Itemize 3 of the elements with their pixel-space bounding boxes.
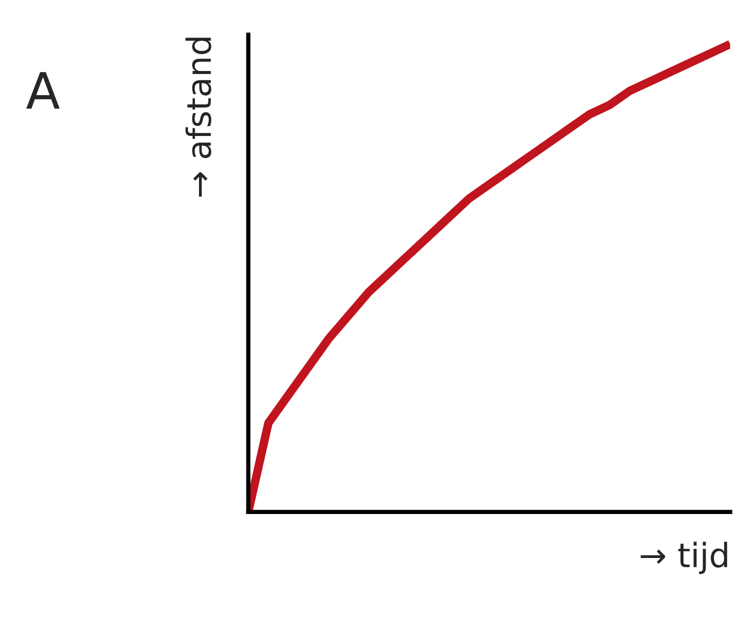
y-axis-title: → afstand	[185, 38, 212, 197]
x-axis-title: → tijd	[640, 542, 728, 574]
text: A	[26, 72, 60, 109]
